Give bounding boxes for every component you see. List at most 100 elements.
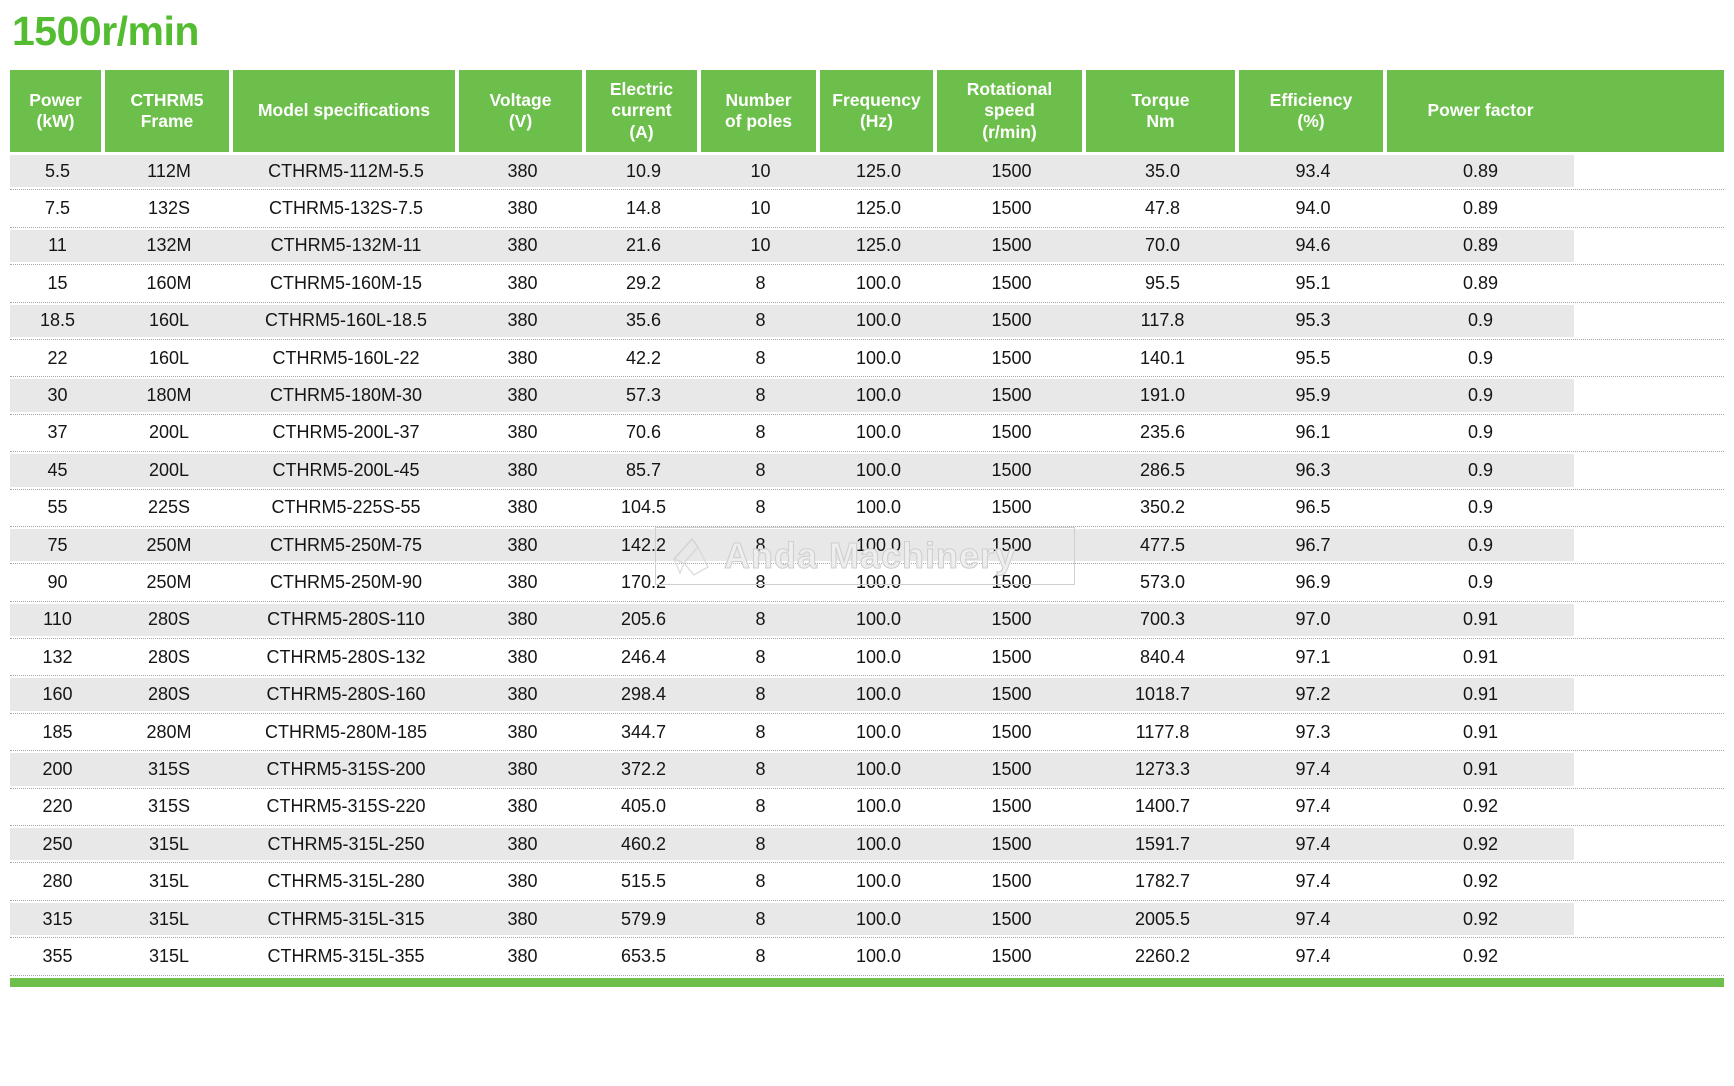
table-cell: 125.0: [820, 228, 937, 264]
table-cell: CTHRM5-315S-220: [266, 796, 426, 817]
table-cell: 117.8: [1086, 303, 1239, 339]
table-cell: CTHRM5-280S-110: [233, 602, 459, 638]
table-cell: 97.4: [1295, 945, 1331, 966]
table-cell: 75: [10, 527, 105, 563]
table-cell: 1500: [991, 571, 1032, 592]
table-cell: 315L: [148, 871, 190, 892]
table-cell: 380: [507, 272, 538, 293]
table-cell: CTHRM5-315L-280: [267, 871, 425, 892]
table-cell: 280S: [105, 676, 233, 712]
table-cell: 0.92: [1387, 826, 1724, 862]
motor-spec-table: Power (kW) CTHRM5 Frame Model specificatio…: [10, 70, 1724, 976]
table-cell: 1500: [991, 796, 1032, 817]
table-cell: 8: [701, 452, 820, 488]
table-cell: 1500: [991, 198, 1032, 219]
table-cell: 10: [701, 228, 820, 264]
table-cell: 0.9: [1387, 452, 1724, 488]
table-cell: CTHRM5-315S-200: [233, 751, 459, 787]
table-cell: 8: [755, 871, 766, 892]
table-cell: 380: [507, 571, 538, 592]
table-cell: 112M: [105, 153, 233, 189]
table-cell: CTHRM5-280M-185: [264, 721, 428, 742]
table-cell: 315S: [105, 751, 233, 787]
table-cell: 8: [755, 646, 766, 667]
table-cell: 97.2: [1239, 676, 1387, 712]
table-cell: 1500: [937, 527, 1086, 563]
table-cell: 250: [10, 826, 105, 862]
table-cell: 1500: [937, 901, 1086, 937]
table-cell: 8: [701, 676, 820, 712]
table-cell: 10: [750, 198, 771, 219]
table-cell: 132: [42, 646, 73, 667]
table-cell: 380: [507, 422, 538, 443]
table-cell: CTHRM5-132S-7.5: [268, 198, 424, 219]
table-row: 315 315L CTHRM5-315L-315 380 579.9 8 100.0 1500…: [10, 901, 1724, 939]
table-row: 7.5 132S CTHRM5-132S-7.5 380 14.8 10 125.0 1500…: [10, 190, 1724, 228]
table-cell: 18.5: [10, 303, 105, 339]
table-cell: 250M: [146, 571, 192, 592]
table-cell: 7.5: [44, 198, 71, 219]
table-body: 5.5 112M CTHRM5-112M-5.5 380 10.9 10 125.0 1500…: [10, 153, 1724, 976]
table-cell: 8: [755, 945, 766, 966]
table-cell: 94.6: [1239, 228, 1387, 264]
table-cell: 160M: [146, 272, 192, 293]
table-cell: CTHRM5-280S-160: [233, 676, 459, 712]
table-cell: 1500: [937, 676, 1086, 712]
table-cell: 8: [755, 272, 766, 293]
table-cell: 0.89: [1462, 272, 1499, 293]
table-cell: 97.4: [1295, 796, 1331, 817]
table-cell: 298.4: [586, 676, 701, 712]
table-cell: 97.4: [1239, 751, 1387, 787]
table-cell: 104.5: [620, 497, 667, 518]
table-cell: 220: [42, 796, 73, 817]
table-cell: 160L: [148, 347, 190, 368]
table-cell: 142.2: [586, 527, 701, 563]
table-cell: 250M: [105, 527, 233, 563]
table-cell: CTHRM5-225S-55: [271, 497, 421, 518]
table-cell: 200L: [148, 422, 190, 443]
table-cell: 47.8: [1144, 198, 1181, 219]
table-cell: 1500: [937, 303, 1086, 339]
table-cell: 380: [459, 901, 586, 937]
table-cell: CTHRM5-132M-11: [233, 228, 459, 264]
table-cell: 235.6: [1139, 422, 1186, 443]
table-cell: 100.0: [855, 272, 902, 293]
table-cell: CTHRM5-160M-15: [269, 272, 423, 293]
table-cell: CTHRM5-280S-132: [266, 646, 426, 667]
table-row: 132 280S CTHRM5-280S-132 380 246.4 8 100.0 1500…: [10, 639, 1724, 677]
column-header: Model specifications: [233, 70, 459, 152]
table-cell: 8: [755, 347, 766, 368]
table-row: 75 250M CTHRM5-250M-75 380 142.2 8 100.0 1500 47…: [10, 527, 1724, 565]
table-cell: 70.6: [625, 422, 662, 443]
table-cell: 0.9: [1467, 422, 1494, 443]
table-cell: 85.7: [586, 452, 701, 488]
table-cell: 0.92: [1462, 871, 1499, 892]
table-cell: 94.0: [1295, 198, 1331, 219]
table-cell: 0.89: [1462, 198, 1499, 219]
table-cell: 1782.7: [1134, 871, 1191, 892]
table-cell: 8: [701, 303, 820, 339]
table-cell: 100.0: [820, 452, 937, 488]
table-cell: 8: [755, 796, 766, 817]
table-cell: 0.9: [1387, 527, 1724, 563]
table-row: 110 280S CTHRM5-280S-110 380 205.6 8 100.0 1500…: [10, 602, 1724, 640]
column-header: CTHRM5 Frame: [105, 70, 233, 152]
table-cell: 840.4: [1139, 646, 1186, 667]
table-cell: 0.9: [1467, 571, 1494, 592]
table-cell: 100.0: [820, 377, 937, 413]
table-cell: 42.2: [625, 347, 662, 368]
table-cell: 132M: [105, 228, 233, 264]
column-header: Rotational speed (r/min): [937, 70, 1086, 152]
table-cell: 45: [10, 452, 105, 488]
table-cell: 8: [755, 422, 766, 443]
table-cell: 57.3: [586, 377, 701, 413]
table-cell: 100.0: [855, 871, 902, 892]
page-title: 1500r/min: [12, 8, 199, 54]
table-cell: 0.92: [1387, 901, 1724, 937]
table-cell: 1500: [937, 452, 1086, 488]
table-cell: 653.5: [620, 945, 667, 966]
table-row: 90 250M CTHRM5-250M-90 380 170.2 8 100.0 1500 57…: [10, 564, 1724, 602]
table-cell: CTHRM5-160L-18.5: [233, 303, 459, 339]
table-cell: 0.91: [1387, 751, 1724, 787]
